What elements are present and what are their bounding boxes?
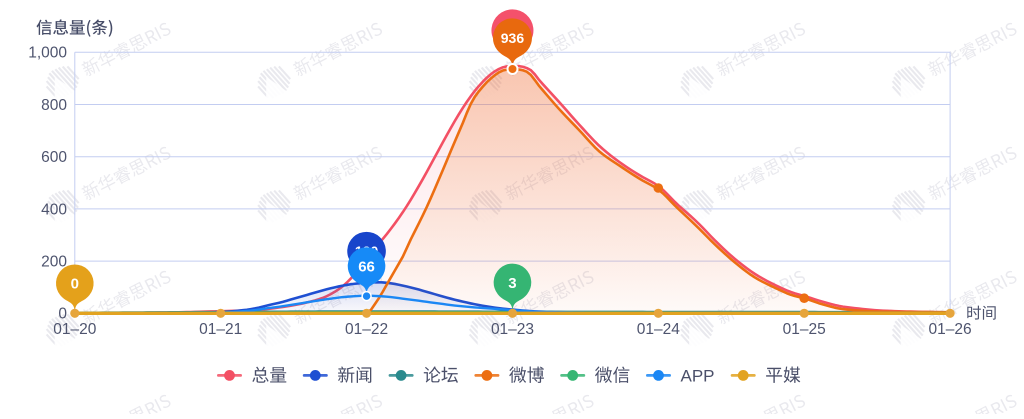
svg-text:600: 600 (41, 149, 67, 166)
svg-text:01–25: 01–25 (783, 321, 826, 338)
svg-text:3: 3 (508, 275, 516, 292)
svg-text:400: 400 (41, 201, 67, 218)
svg-text:800: 800 (41, 97, 67, 114)
svg-text:0: 0 (71, 276, 79, 293)
svg-text:01–21: 01–21 (199, 321, 242, 338)
svg-text:0: 0 (58, 306, 67, 323)
svg-text:01–22: 01–22 (345, 321, 388, 338)
svg-text:200: 200 (41, 254, 67, 271)
svg-text:01–20: 01–20 (53, 321, 96, 338)
svg-text:01–24: 01–24 (637, 321, 680, 338)
svg-text:01–26: 01–26 (929, 321, 972, 338)
svg-text:936: 936 (501, 30, 525, 46)
svg-text:01–23: 01–23 (491, 321, 534, 338)
svg-text:66: 66 (358, 258, 375, 275)
svg-text:1,000: 1,000 (28, 45, 67, 62)
svg-text:APP: APP (681, 366, 715, 385)
